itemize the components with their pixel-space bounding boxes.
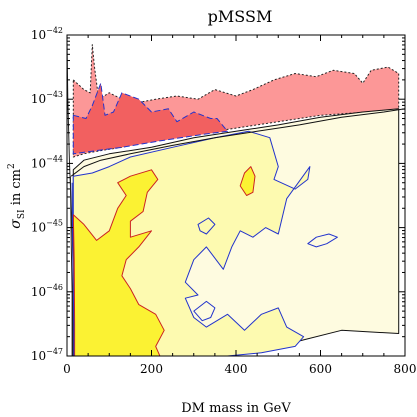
contour-black-left-edge-2 (69, 176, 73, 356)
chart-title: pMSSM (208, 7, 273, 26)
contour-blue-left-edge (71, 182, 75, 356)
x-axis-label: DM mass in GeV (181, 401, 291, 416)
region-excluded-inner (72, 82, 228, 155)
y-tick-label: 10−47 (31, 347, 63, 363)
y-tick-label: 10−42 (31, 26, 63, 42)
region-scan-yellow (72, 169, 165, 356)
contours-layer (67, 41, 405, 356)
contour-red-left-edge (72, 214, 76, 356)
y-tick-label: 10−45 (31, 219, 63, 235)
y-axis-label-superscript: 2 (7, 163, 17, 169)
x-tick-label: 0 (63, 362, 71, 376)
y-axis-label-symbol: σ (8, 219, 24, 229)
x-tick-label: 800 (394, 362, 417, 376)
contour-exclusion-curve (70, 108, 405, 177)
y-tick-label: 10−43 (31, 90, 63, 106)
x-tick-label: 400 (225, 362, 248, 376)
contour-blue-island-2 (197, 217, 216, 235)
y-axis-label-subscript: SI (17, 209, 27, 219)
y-axis-label: σSI in cm2 (7, 163, 27, 228)
ticks-layer: 0 200 400 600 800 10−47 10−46 10−45 10−44 10−43 10… (31, 26, 417, 376)
region-scan-yellow-island (239, 166, 256, 196)
x-tick-label: 200 (140, 362, 163, 376)
plot-area (67, 35, 405, 356)
x-tick-label: 600 (309, 362, 332, 376)
y-tick-label: 10−46 (31, 283, 63, 299)
contour-blue-island-3 (193, 300, 216, 322)
contour-blue-island-1 (307, 233, 338, 248)
y-tick-label: 10−44 (31, 154, 63, 170)
y-axis-label-text: in cm (9, 169, 24, 209)
regions-layer (72, 44, 400, 356)
